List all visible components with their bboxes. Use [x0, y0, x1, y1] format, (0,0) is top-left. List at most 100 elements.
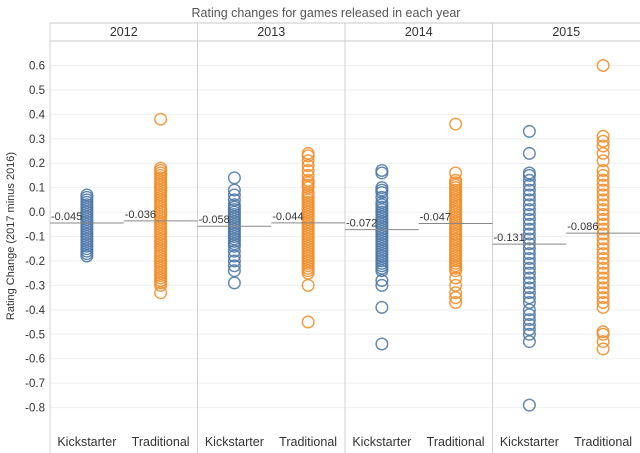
data-point [596, 164, 610, 178]
data-point [596, 188, 610, 202]
data-point [522, 222, 536, 236]
data-point [301, 149, 315, 163]
data-point [522, 308, 536, 322]
data-point [522, 146, 536, 160]
data-point [154, 112, 168, 126]
data-point [596, 217, 610, 231]
data-point [154, 278, 168, 292]
data-point [522, 286, 536, 300]
data-point [596, 247, 610, 261]
data-marks [80, 58, 610, 412]
data-point [375, 166, 389, 180]
data-point [596, 327, 610, 341]
data-point [227, 249, 241, 263]
y-tick-label: -0.6 [25, 354, 45, 366]
y-axis-label: Rating Change (2017 minus 2016) [5, 152, 17, 320]
mean-label: -0.044 [272, 211, 303, 223]
data-point [522, 203, 536, 217]
data-point [375, 264, 389, 278]
y-tick-label: -0.8 [25, 403, 45, 415]
data-point [596, 276, 610, 290]
data-point [596, 208, 610, 222]
data-point [596, 286, 610, 300]
data-point [227, 276, 241, 290]
data-point [80, 249, 94, 263]
data-point [522, 251, 536, 265]
data-point [301, 154, 315, 168]
x-category-label: Traditional [132, 435, 190, 449]
panel-year-label: 2014 [405, 25, 433, 39]
mean-label: -0.036 [125, 209, 156, 221]
data-point [596, 154, 610, 168]
data-point [522, 242, 536, 256]
y-tick-label: 0.4 [29, 109, 46, 121]
data-point [522, 124, 536, 138]
data-point [301, 278, 315, 292]
data-point [596, 261, 610, 275]
data-point [522, 208, 536, 222]
data-point [301, 159, 315, 173]
data-point [449, 271, 463, 285]
data-point [522, 173, 536, 187]
data-point [596, 146, 610, 160]
panel-year-label: 2015 [552, 25, 580, 39]
x-category-label: Kickstarter [205, 435, 264, 449]
data-point [596, 222, 610, 236]
data-point [375, 273, 389, 287]
data-point [449, 117, 463, 131]
data-point [596, 335, 610, 349]
mean-label: -0.072 [346, 218, 377, 230]
panel-layer: 2012 2013 2014 2015 [49, 22, 640, 453]
panel-year-label: 2012 [110, 25, 138, 39]
data-point [596, 193, 610, 207]
data-point [522, 168, 536, 182]
data-point [596, 266, 610, 280]
data-point [522, 313, 536, 327]
data-point [301, 315, 315, 329]
y-tick-label: 0.3 [29, 134, 45, 146]
mean-label: -0.058 [199, 214, 230, 226]
y-tick-label: -0.4 [25, 305, 45, 317]
y-tick-label: 0.5 [29, 85, 45, 97]
data-point [596, 173, 610, 187]
data-point [375, 278, 389, 292]
y-tick-label: -0.1 [25, 232, 45, 244]
data-point [596, 129, 610, 143]
data-point [522, 188, 536, 202]
data-point [227, 171, 241, 185]
data-point [522, 227, 536, 241]
data-point [522, 271, 536, 285]
data-point [227, 244, 241, 258]
data-point [227, 183, 241, 197]
data-point [449, 295, 463, 309]
y-tick-label: -0.2 [25, 256, 45, 268]
data-point [227, 254, 241, 268]
data-point [596, 281, 610, 295]
mean-label: -0.047 [420, 212, 451, 224]
data-point [522, 266, 536, 280]
x-category-label: Traditional [427, 435, 485, 449]
data-point [522, 261, 536, 275]
data-point [596, 342, 610, 356]
x-category-label: Kickstarter [352, 435, 411, 449]
y-tick-label: 0.1 [29, 183, 45, 195]
data-point [522, 178, 536, 192]
data-point [522, 193, 536, 207]
data-point [449, 291, 463, 305]
data-point [522, 281, 536, 295]
y-tick-label: -0.7 [25, 378, 45, 390]
data-point [596, 178, 610, 192]
y-tick-label: -0.5 [25, 329, 45, 341]
data-point [522, 276, 536, 290]
data-point [522, 303, 536, 317]
data-point [522, 335, 536, 349]
x-category-label: Traditional [574, 435, 632, 449]
data-point [596, 139, 610, 153]
y-tick-label: -0.3 [25, 280, 45, 292]
data-point [227, 259, 241, 273]
data-point [375, 164, 389, 178]
data-point [375, 337, 389, 351]
data-point [596, 242, 610, 256]
data-point [596, 300, 610, 314]
